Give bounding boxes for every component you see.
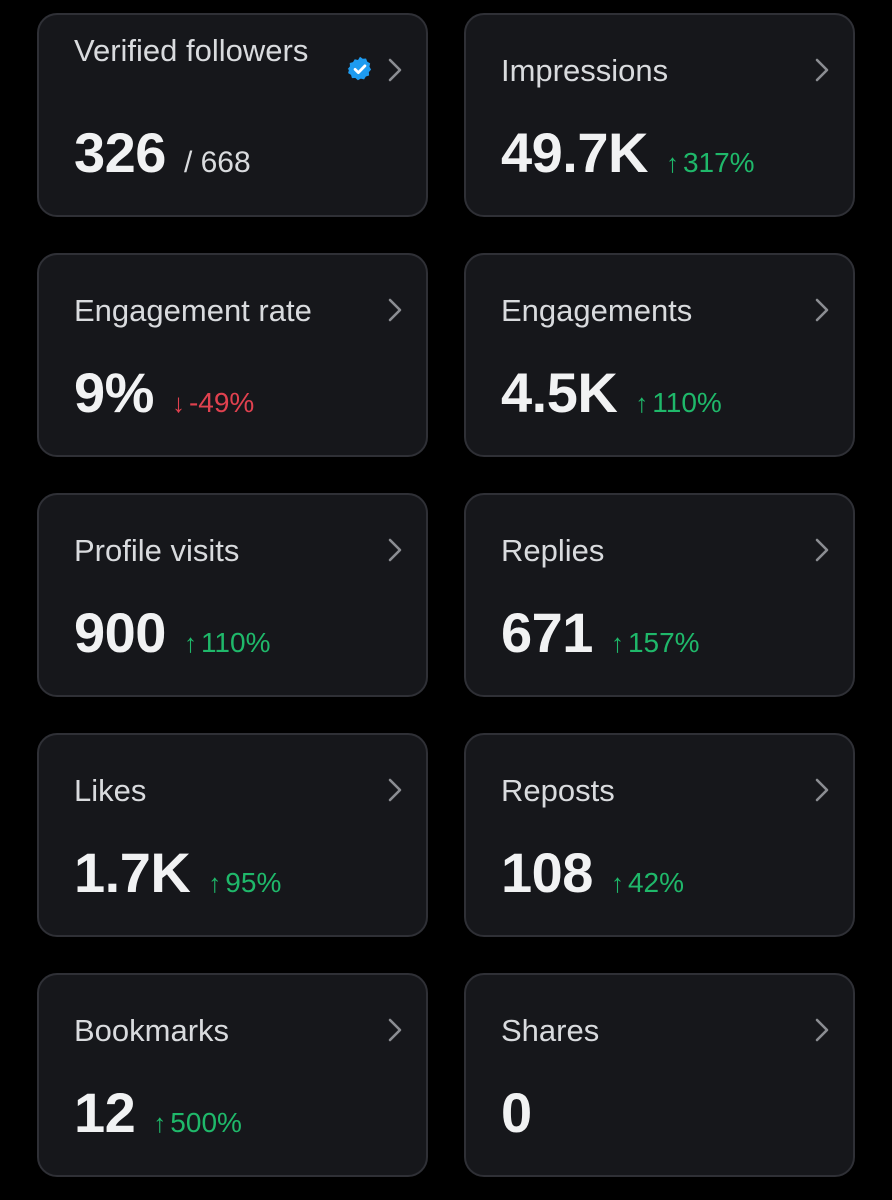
metric-value: 9% bbox=[74, 361, 154, 424]
metric-value-row: 9% ↓ -49% bbox=[74, 361, 254, 425]
arrow-up-icon: ↑ bbox=[610, 628, 624, 658]
metric-title: Profile visits bbox=[74, 533, 240, 568]
metric-card-impressions[interactable]: Impressions 49.7K ↑ 317% bbox=[464, 13, 855, 217]
arrow-up-icon: ↑ bbox=[208, 868, 222, 898]
chevron-right-icon bbox=[388, 58, 402, 82]
metric-value: 49.7K bbox=[501, 121, 648, 184]
metric-change: ↓ -49% bbox=[172, 387, 254, 419]
metric-value: 12 bbox=[74, 1081, 136, 1144]
metric-value-row: 0 bbox=[501, 1081, 532, 1145]
arrow-up-icon: ↑ bbox=[183, 628, 197, 658]
metric-title: Engagement rate bbox=[74, 293, 312, 328]
chevron-right-icon bbox=[388, 538, 402, 562]
metric-card-profile-visits[interactable]: Profile visits 900 ↑ 110% bbox=[37, 493, 428, 697]
chevron-right-icon bbox=[388, 778, 402, 802]
verified-badge-icon bbox=[347, 56, 372, 81]
chevron-right-icon bbox=[815, 1018, 829, 1042]
chevron-right-icon bbox=[388, 1018, 402, 1042]
metric-value-row: 108 ↑ 42% bbox=[501, 841, 684, 905]
metric-value: 326 bbox=[74, 121, 166, 184]
metric-value-row: 1.7K ↑ 95% bbox=[74, 841, 281, 905]
metric-title: Engagements bbox=[501, 293, 693, 328]
metric-title: Likes bbox=[74, 773, 147, 808]
metric-title: Verified followers bbox=[74, 33, 309, 68]
chevron-right-icon bbox=[388, 298, 402, 322]
metric-title: Impressions bbox=[501, 53, 669, 88]
metric-change: ↑ 95% bbox=[208, 867, 281, 899]
metric-change-text: -49% bbox=[188, 387, 255, 418]
metric-change-text: 157% bbox=[627, 627, 700, 658]
metric-card-shares[interactable]: Shares 0 bbox=[464, 973, 855, 1177]
arrow-up-icon: ↑ bbox=[635, 388, 649, 418]
metric-value-row: 12 ↑ 500% bbox=[74, 1081, 242, 1145]
metric-value: 0 bbox=[501, 1081, 532, 1144]
metric-change-text: 110% bbox=[652, 387, 722, 418]
metric-title: Replies bbox=[501, 533, 605, 568]
metric-change: ↑ 110% bbox=[635, 387, 722, 419]
metric-card-likes[interactable]: Likes 1.7K ↑ 95% bbox=[37, 733, 428, 937]
metric-total: / 668 bbox=[183, 146, 251, 179]
metric-change-text: 500% bbox=[170, 1107, 242, 1138]
metric-card-verified-followers[interactable]: Verified followers 326 / 668 bbox=[37, 13, 428, 217]
metric-change-text: 317% bbox=[682, 147, 755, 178]
metric-card-engagements[interactable]: Engagements 4.5K ↑ 110% bbox=[464, 253, 855, 457]
metric-value: 1.7K bbox=[74, 841, 191, 904]
metric-card-reposts[interactable]: Reposts 108 ↑ 42% bbox=[464, 733, 855, 937]
metric-title: Reposts bbox=[501, 773, 615, 808]
chevron-right-icon bbox=[815, 778, 829, 802]
arrow-up-icon: ↑ bbox=[665, 148, 679, 178]
metric-card-engagement-rate[interactable]: Engagement rate 9% ↓ -49% bbox=[37, 253, 428, 457]
metric-change-text: 95% bbox=[225, 867, 282, 898]
metric-change: ↑ 317% bbox=[666, 147, 755, 179]
metric-value: 671 bbox=[501, 601, 593, 664]
arrow-up-icon: ↑ bbox=[153, 1108, 167, 1138]
chevron-right-icon bbox=[815, 298, 829, 322]
metric-change: ↑ 110% bbox=[184, 627, 271, 659]
metric-value: 900 bbox=[74, 601, 166, 664]
chevron-right-icon bbox=[815, 538, 829, 562]
metrics-grid: Verified followers 326 / 668 Impressions… bbox=[37, 13, 855, 1177]
metric-change: ↑ 500% bbox=[153, 1107, 242, 1139]
metric-value-row: 671 ↑ 157% bbox=[501, 601, 700, 665]
metric-value: 108 bbox=[501, 841, 593, 904]
metric-change: ↑ 42% bbox=[611, 867, 684, 899]
metric-change-text: 42% bbox=[627, 867, 684, 898]
metric-change-text: 110% bbox=[200, 627, 271, 658]
arrow-down-icon: ↓ bbox=[171, 388, 185, 418]
metric-value: 4.5K bbox=[501, 361, 618, 424]
metric-title: Bookmarks bbox=[74, 1013, 230, 1048]
metric-card-bookmarks[interactable]: Bookmarks 12 ↑ 500% bbox=[37, 973, 428, 1177]
arrow-up-icon: ↑ bbox=[610, 868, 624, 898]
metric-value-row: 4.5K ↑ 110% bbox=[501, 361, 722, 425]
chevron-right-icon bbox=[815, 58, 829, 82]
metric-value-row: 326 / 668 bbox=[74, 121, 251, 185]
metric-change: ↑ 157% bbox=[611, 627, 700, 659]
metric-value-row: 900 ↑ 110% bbox=[74, 601, 270, 665]
metric-value-row: 49.7K ↑ 317% bbox=[501, 121, 755, 185]
metric-card-replies[interactable]: Replies 671 ↑ 157% bbox=[464, 493, 855, 697]
metric-title: Shares bbox=[501, 1013, 600, 1048]
